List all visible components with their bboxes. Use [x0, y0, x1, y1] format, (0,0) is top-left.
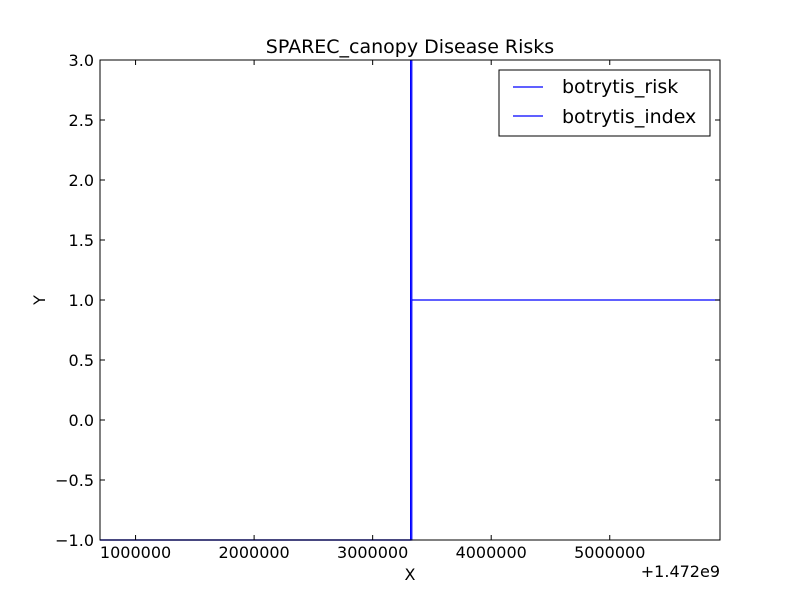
y-tick-label: 0.5 — [69, 351, 94, 370]
y-tick-label: 0.0 — [69, 411, 94, 430]
plot-frame — [99, 59, 721, 541]
ticks-layer: 1000000 2000000 3000000 4000000 5000000 −1.0 −… — [55, 51, 720, 562]
x-tick-label: 2000000 — [218, 543, 289, 562]
legend: botrytis_risk botrytis_index — [498, 69, 711, 137]
y-tick-label: −0.5 — [55, 471, 94, 490]
x-tick-label: 3000000 — [337, 543, 408, 562]
y-tick-label: −1.0 — [55, 531, 94, 550]
y-axis-label: Y — [30, 295, 49, 306]
legend-box — [498, 69, 711, 137]
y-tick-label: 2.0 — [69, 171, 94, 190]
y-tick-label: 1.5 — [69, 231, 94, 250]
y-tick-label: 3.0 — [69, 51, 94, 70]
legend-label-botrytis-index: botrytis_index — [562, 106, 696, 128]
x-tick-label: 5000000 — [574, 543, 645, 562]
y-tick-label: 1.0 — [69, 291, 94, 310]
legend-label-botrytis-risk: botrytis_risk — [562, 76, 678, 98]
chart-title: SPAREC_canopy Disease Risks — [266, 36, 554, 58]
x-tick-label: 4000000 — [456, 543, 527, 562]
x-tick-label: 1000000 — [100, 543, 171, 562]
x-axis-label: X — [405, 565, 416, 584]
y-tick-label: 2.5 — [69, 111, 94, 130]
x-offset-label: +1.472e9 — [641, 562, 720, 581]
